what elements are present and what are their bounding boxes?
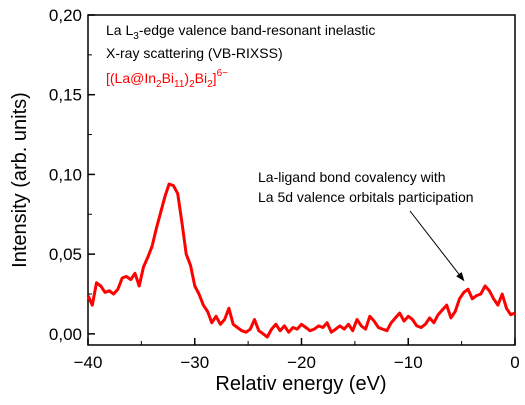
annotation-line-1: La-ligand bond covalency with xyxy=(258,169,446,185)
x-tick-label: −30 xyxy=(180,353,209,372)
annotation-line-2: La 5d valence orbitals participation xyxy=(258,189,474,205)
y-tick-label: 0,20 xyxy=(49,6,82,25)
y-axis: 0,00 0,05 0,10 0,15 0,20 xyxy=(49,6,95,344)
x-tick-label: −10 xyxy=(394,353,423,372)
y-tick-label: 0,15 xyxy=(49,86,82,105)
legend: La L3-edge valence band-resonant inelast… xyxy=(106,22,375,90)
x-tick-label: 0 xyxy=(510,353,519,372)
x-axis: −40 −30 −20 −10 0 xyxy=(74,338,520,372)
x-axis-title: Relativ energy (eV) xyxy=(215,373,386,395)
y-tick-label: 0,00 xyxy=(49,325,82,344)
series-line xyxy=(86,182,516,339)
y-tick-label: 0,10 xyxy=(49,165,82,184)
y-tick-label: 0,05 xyxy=(49,245,82,264)
legend-line-2: X-ray scattering (VB-RIXSS) xyxy=(106,45,283,61)
series-group xyxy=(86,182,516,339)
y-axis-title: Intensity (arb. units) xyxy=(9,92,31,268)
legend-formula: [(La@In2Bi11)2Bi2]6− xyxy=(106,68,228,90)
x-tick-label: −40 xyxy=(74,353,103,372)
annotation-arrow xyxy=(409,210,465,282)
annotation: La-ligand bond covalency with La 5d vale… xyxy=(258,169,474,282)
x-tick-label: −20 xyxy=(287,353,316,372)
legend-line-1: La L3-edge valence band-resonant inelast… xyxy=(106,22,375,42)
